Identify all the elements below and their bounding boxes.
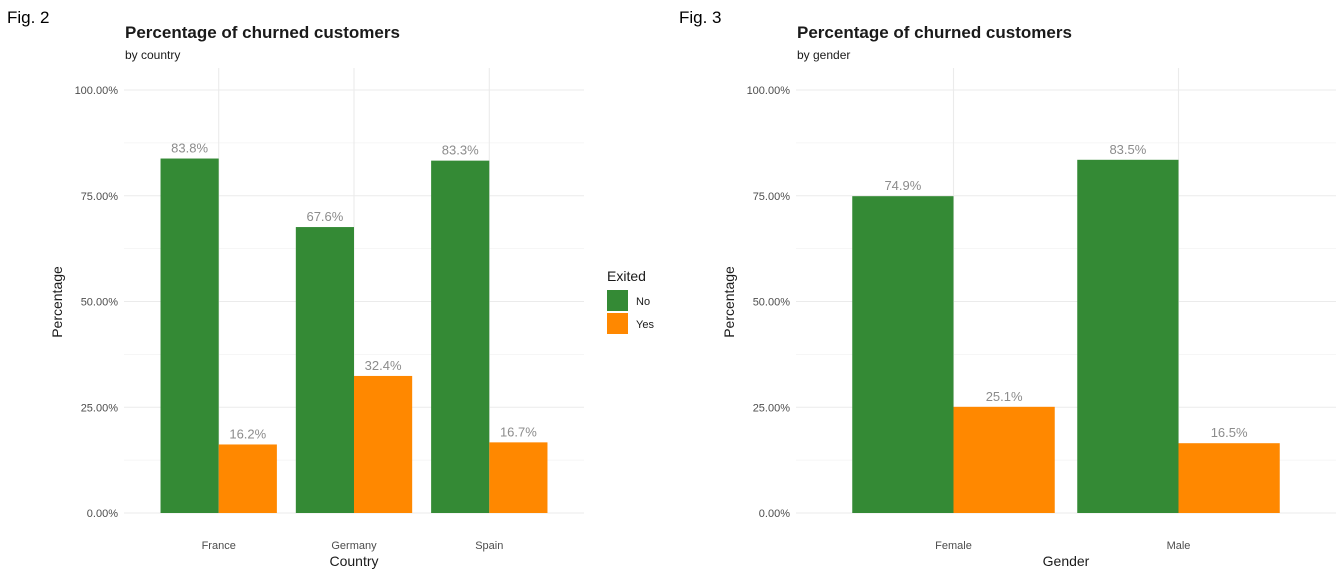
chart-subtitle: by country	[125, 48, 180, 62]
y-tick-label: 100.00%	[747, 85, 791, 97]
data-label-female-yes: 25.1%	[986, 389, 1023, 404]
y-axis-title: Percentage	[49, 266, 65, 338]
chart-title: Percentage of churned customers	[797, 23, 1072, 42]
y-tick-label: 75.00%	[81, 191, 119, 203]
fig-label: Fig. 3	[679, 8, 722, 27]
x-tick-label: Spain	[475, 540, 503, 552]
chart-subtitle: by gender	[797, 48, 850, 62]
data-label-france-no: 83.8%	[171, 141, 208, 156]
x-tick-label: Male	[1167, 540, 1191, 552]
bar-female-no	[852, 196, 954, 513]
x-axis-title: Gender	[1043, 553, 1090, 569]
bar-france-no	[160, 158, 219, 513]
x-axis-title: Country	[329, 553, 378, 569]
y-tick-label: 25.00%	[753, 402, 791, 414]
bar-male-no	[1077, 159, 1179, 514]
bar-spain-no	[431, 160, 490, 514]
plot-area: 0.00% 25.00% 50.00% 75.00% 100.00% 83.8% 67.6%…	[75, 68, 584, 552]
y-tick-label: 25.00%	[81, 402, 119, 414]
y-axis-title: Percentage	[721, 266, 737, 338]
data-label-male-no: 83.5%	[1109, 142, 1146, 157]
data-label-spain-no: 83.3%	[442, 143, 479, 158]
x-tick-label: Germany	[331, 540, 377, 552]
legend: Exited No Yes	[607, 268, 654, 334]
chart-country: Fig. 2 Percentage of churned customers b…	[7, 8, 584, 569]
x-tick-label: France	[202, 540, 236, 552]
y-tick-label: 50.00%	[753, 297, 791, 309]
bar-germany-yes	[354, 375, 413, 513]
legend-key-yes	[607, 313, 628, 334]
data-label-germany-no: 67.6%	[306, 209, 343, 224]
legend-label-yes: Yes	[636, 319, 654, 331]
y-tick-label: 50.00%	[81, 297, 119, 309]
legend-key-no	[607, 290, 628, 311]
y-tick-label: 0.00%	[759, 508, 790, 520]
plot-area: 0.00% 25.00% 50.00% 75.00% 100.00% 74.9% 83.5%…	[747, 68, 1336, 552]
bar-female-yes	[953, 406, 1055, 513]
x-tick-label: Female	[935, 540, 972, 552]
fig-label: Fig. 2	[7, 8, 50, 27]
y-tick-label: 75.00%	[753, 191, 791, 203]
data-label-spain-yes: 16.7%	[500, 424, 537, 439]
legend-label-no: No	[636, 296, 650, 308]
data-label-germany-yes: 32.4%	[365, 358, 402, 373]
bar-germany-no	[295, 227, 354, 513]
data-label-france-yes: 16.2%	[229, 426, 266, 441]
chart-title: Percentage of churned customers	[125, 23, 400, 42]
data-label-female-no: 74.9%	[884, 178, 921, 193]
chart-gender: Fig. 3 Percentage of churned customers b…	[679, 8, 1336, 569]
bar-male-yes	[1178, 443, 1280, 513]
legend-title: Exited	[607, 268, 646, 284]
y-tick-label: 100.00%	[75, 85, 119, 97]
bar-spain-yes	[489, 442, 548, 513]
data-label-male-yes: 16.5%	[1211, 425, 1248, 440]
y-tick-label: 0.00%	[87, 508, 118, 520]
bar-france-yes	[218, 444, 277, 513]
